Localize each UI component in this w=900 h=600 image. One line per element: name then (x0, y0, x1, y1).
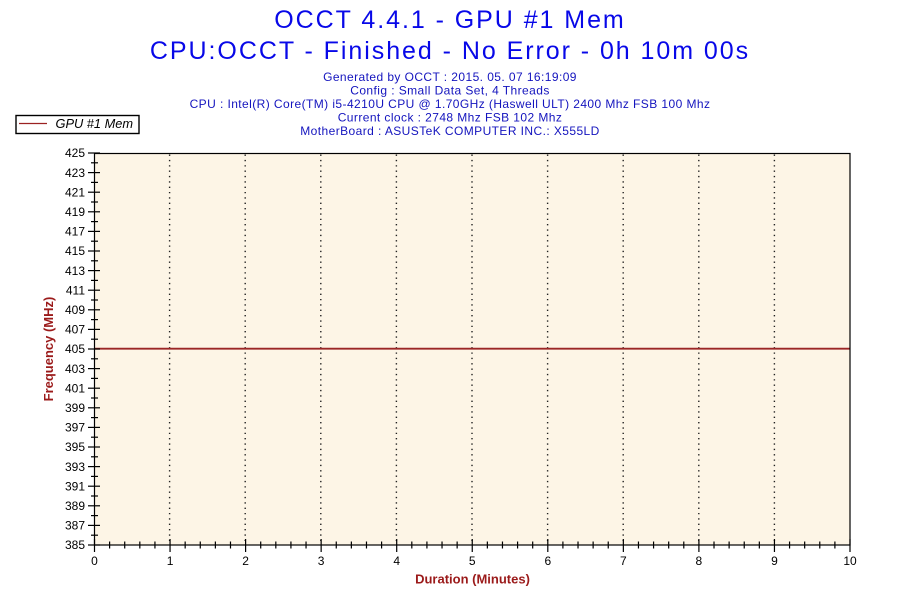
svg-text:Duration (Minutes): Duration (Minutes) (415, 572, 530, 587)
svg-text:Generated by OCCT : 2015. 05.: Generated by OCCT : 2015. 05. 07 16:19:0… (323, 70, 577, 84)
svg-text:GPU #1 Mem: GPU #1 Mem (56, 116, 134, 131)
svg-text:5: 5 (469, 554, 476, 568)
svg-text:415: 415 (65, 244, 85, 258)
svg-text:10: 10 (843, 554, 857, 568)
svg-text:409: 409 (65, 303, 85, 317)
svg-text:Current clock : 2748 Mhz FSB 1: Current clock : 2748 Mhz FSB 102 Mhz (338, 110, 563, 124)
svg-text:399: 399 (65, 401, 85, 415)
svg-text:411: 411 (66, 283, 85, 297)
svg-text:425: 425 (65, 146, 85, 160)
svg-text:391: 391 (65, 479, 85, 493)
svg-text:0: 0 (91, 554, 98, 568)
svg-text:389: 389 (65, 499, 85, 513)
svg-text:413: 413 (65, 264, 85, 278)
svg-text:395: 395 (65, 440, 85, 454)
svg-text:CPU : Intel(R) Core(TM) i5-421: CPU : Intel(R) Core(TM) i5-4210U CPU @ 1… (190, 97, 711, 111)
svg-text:407: 407 (65, 323, 85, 337)
svg-text:3: 3 (318, 554, 325, 568)
svg-text:423: 423 (65, 166, 85, 180)
svg-text:421: 421 (65, 185, 85, 199)
svg-text:8: 8 (696, 554, 703, 568)
svg-text:Config : Small Data Set, 4 Thr: Config : Small Data Set, 4 Threads (350, 83, 549, 97)
svg-text:393: 393 (65, 460, 85, 474)
svg-text:9: 9 (771, 554, 778, 568)
svg-text:385: 385 (65, 538, 85, 552)
svg-text:6: 6 (544, 554, 551, 568)
svg-text:403: 403 (65, 362, 85, 376)
svg-text:397: 397 (65, 421, 85, 435)
svg-text:417: 417 (65, 225, 85, 239)
svg-text:OCCT 4.4.1 - GPU #1 Mem: OCCT 4.4.1 - GPU #1 Mem (274, 6, 625, 34)
svg-text:387: 387 (65, 519, 85, 533)
svg-text:4: 4 (393, 554, 400, 568)
svg-text:7: 7 (620, 554, 627, 568)
svg-text:MotherBoard : ASUSTeK COMPUTER: MotherBoard : ASUSTeK COMPUTER INC.: X55… (300, 124, 600, 138)
svg-text:2: 2 (242, 554, 249, 568)
svg-text:1: 1 (167, 554, 174, 568)
svg-text:Frequency (MHz): Frequency (MHz) (41, 297, 56, 402)
svg-text:CPU:OCCT - Finished - No Error: CPU:OCCT - Finished - No Error - 0h 10m … (150, 37, 750, 65)
svg-text:419: 419 (65, 205, 85, 219)
svg-text:401: 401 (65, 381, 85, 395)
svg-text:405: 405 (65, 342, 85, 356)
